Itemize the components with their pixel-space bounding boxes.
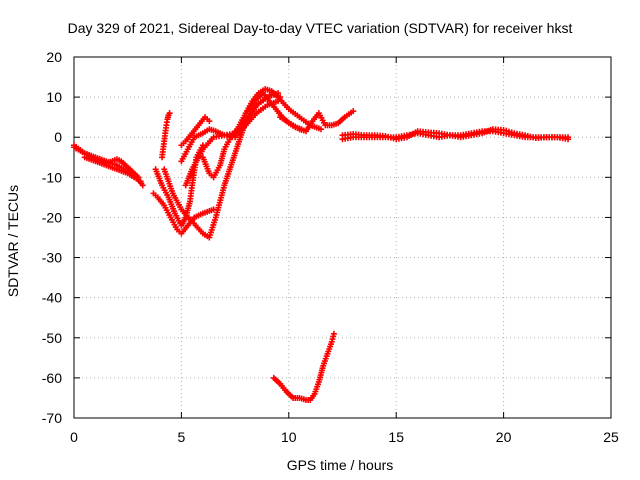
y-tick-label: 20 bbox=[46, 49, 62, 65]
data-point bbox=[565, 136, 572, 143]
x-tick-label: 5 bbox=[178, 429, 186, 445]
plot-frame bbox=[73, 56, 612, 419]
y-axis-label: SDTVAR / TECUs bbox=[5, 185, 21, 297]
y-tick-label: -20 bbox=[42, 209, 62, 225]
x-tick-label: 20 bbox=[496, 429, 512, 445]
y-tick-label: -30 bbox=[42, 250, 62, 266]
axes bbox=[73, 56, 612, 419]
data-point bbox=[350, 108, 357, 115]
y-tick-label: -40 bbox=[42, 290, 62, 306]
data-point bbox=[330, 330, 337, 337]
data-point bbox=[137, 178, 144, 185]
series-spike-4h bbox=[159, 110, 173, 161]
y-tick-label: -70 bbox=[42, 410, 62, 426]
y-tick-label: 0 bbox=[54, 129, 62, 145]
x-tick-label: 25 bbox=[603, 429, 619, 445]
series-deep-dip bbox=[270, 330, 337, 403]
y-tick-label: -60 bbox=[42, 370, 62, 386]
series-recovery-b bbox=[178, 114, 213, 149]
y-tick-label: 10 bbox=[46, 89, 62, 105]
gridlines bbox=[74, 57, 611, 418]
y-tick-label: -10 bbox=[42, 169, 62, 185]
data-point bbox=[166, 110, 173, 117]
series-flat-long-b bbox=[339, 126, 572, 143]
chart-title: Day 329 of 2021, Sidereal Day-to-day VTE… bbox=[68, 20, 573, 36]
y-tick-label: -50 bbox=[42, 330, 62, 346]
series-recovery-c bbox=[199, 126, 241, 181]
data-series bbox=[71, 86, 572, 403]
x-tick-label: 15 bbox=[388, 429, 404, 445]
x-axis-label: GPS time / hours bbox=[287, 457, 394, 473]
x-tick-label: 0 bbox=[70, 429, 78, 445]
data-point bbox=[318, 126, 325, 133]
x-tick-labels: 0 5 10 15 20 25 bbox=[70, 429, 619, 445]
series-early-decline-c bbox=[81, 154, 144, 185]
data-point bbox=[206, 118, 213, 125]
data-point bbox=[139, 182, 146, 189]
series-trough-a bbox=[150, 190, 217, 237]
y-tick-labels: 20 10 0 -10 -20 -30 -40 -50 -60 -70 bbox=[42, 49, 62, 426]
x-tick-label: 10 bbox=[281, 429, 297, 445]
series-midday-small bbox=[277, 108, 357, 135]
